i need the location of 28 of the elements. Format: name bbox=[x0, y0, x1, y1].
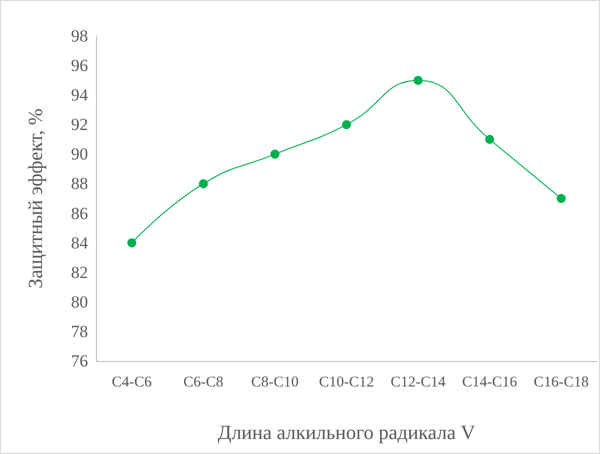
x-tick-label: C12-C14 bbox=[390, 374, 446, 390]
y-tick-label: 96 bbox=[71, 56, 88, 76]
y-tick-label: 92 bbox=[71, 115, 88, 134]
x-tick-label: C10-C12 bbox=[318, 374, 374, 390]
y-tick-label: 90 bbox=[71, 144, 88, 164]
x-tick-label: C16-C18 bbox=[534, 374, 589, 390]
point bbox=[414, 76, 423, 85]
y-tick-label: 84 bbox=[71, 233, 88, 252]
y-tick-label: 94 bbox=[71, 86, 88, 105]
x-tick-label: C14-C16 bbox=[462, 374, 518, 390]
y-tick-label: 88 bbox=[71, 174, 88, 194]
point bbox=[342, 120, 351, 130]
y-axis-title: Защитный эффект, % bbox=[25, 108, 47, 289]
y-tick-label: 76 bbox=[71, 352, 88, 370]
y-tick-label: 80 bbox=[71, 292, 88, 312]
point bbox=[270, 150, 280, 159]
point bbox=[127, 238, 136, 248]
point bbox=[556, 194, 566, 203]
point bbox=[198, 179, 208, 188]
y-tick-label: 78 bbox=[71, 322, 88, 341]
y-tick-label: 86 bbox=[71, 204, 88, 223]
y-tick-label: 82 bbox=[71, 262, 88, 282]
x-tick-label: C6-C8 bbox=[183, 374, 224, 390]
x-tick-label: C8-C10 bbox=[251, 374, 299, 390]
x-tick-label: C4-C6 bbox=[112, 374, 152, 390]
y-tick-label: 98 bbox=[71, 26, 88, 46]
x-axis-title: Длина алкильного радикала V bbox=[218, 422, 476, 444]
point bbox=[485, 134, 494, 144]
